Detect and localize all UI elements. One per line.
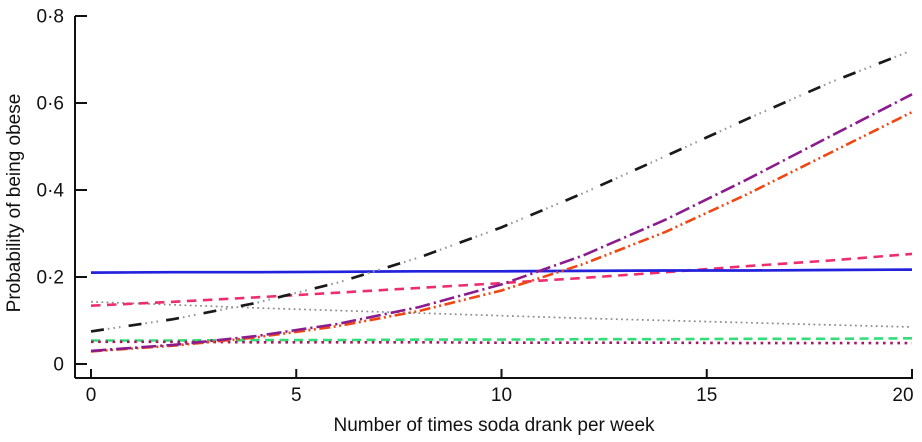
- x-tick-label: 20: [892, 385, 913, 406]
- y-tick-label: 0·2: [37, 268, 64, 289]
- series-line-blue-solid-flat: [90, 268, 913, 274]
- axis-spines: [74, 16, 913, 379]
- series-line-black-dash-dot-dot-rising-steep: [90, 49, 913, 333]
- series-line-purple-long-dash-rising: [90, 93, 913, 353]
- series-line-pink-dashed-rising: [90, 252, 913, 307]
- y-tick-label: 0·4: [37, 181, 65, 202]
- x-tick-label: 5: [291, 385, 302, 406]
- series-line-grey-dotted-declining: [90, 300, 913, 328]
- series-line-green-dashed-flat: [91, 337, 913, 342]
- x-tick-label: 0: [86, 385, 97, 406]
- series-line-magenta-dotted-flat: [91, 340, 912, 345]
- series-line-orange-dash-dot-rising: [90, 110, 913, 353]
- x-tick-label: 15: [696, 385, 717, 406]
- y-tick-label: 0: [53, 355, 64, 376]
- x-axis-title: Number of times soda drank per week: [333, 415, 655, 436]
- x-tick-label: 10: [491, 385, 512, 406]
- y-tick-label: 0·8: [37, 7, 64, 28]
- y-tick-label: 0·6: [37, 94, 64, 115]
- y-axis-title: Probability of being obese: [4, 93, 25, 313]
